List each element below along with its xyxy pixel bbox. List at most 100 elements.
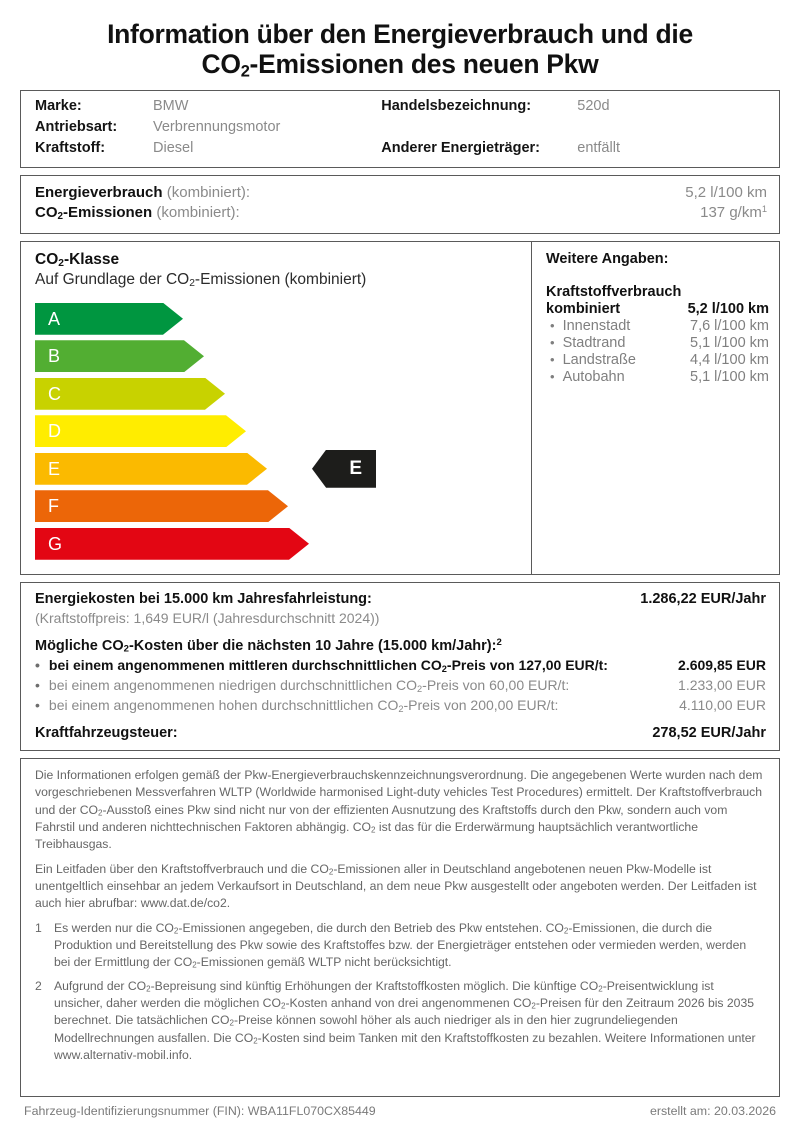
kraftstoffverbrauch-item-name: Innenstadt <box>546 318 631 334</box>
document-footer: Fahrzeug-Identifizierungsnummer (FIN): W… <box>20 1097 780 1118</box>
kraftfahrzeugsteuer-value: 278,52 EUR/Jahr <box>652 724 766 741</box>
legal-footnote-2: 2 Aufgrund der CO2-Bepreisung sind künft… <box>35 978 765 1065</box>
legal-footnote-1-number: 1 <box>35 920 42 935</box>
energiekosten-row: Energiekosten bei 15.000 km Jahresfahrle… <box>35 591 766 610</box>
co2-class-bar-letter: B <box>48 346 61 367</box>
co2-kosten-scenario: bei einem angenommenen mittleren durchsc… <box>35 657 766 674</box>
co2-class-bar-g: G <box>35 528 531 560</box>
identity-row-kraftstoff: Kraftstoff: Diesel <box>35 140 377 159</box>
co2-class-bar-shape <box>35 378 225 410</box>
identity-key-anderer-energietraeger: Anderer Energieträger: <box>381 139 540 156</box>
kraftstoffverbrauch-item: Innenstadt 7,6 l/100 km <box>546 318 769 334</box>
kraftstoffverbrauch-item-name: Landstraße <box>546 352 636 368</box>
kraftfahrzeugsteuer-row: Kraftfahrzeugsteuer: 278,52 EUR/Jahr <box>35 725 766 741</box>
vehicle-identity-table: Marke: BMW Antriebsart: Verbrennungsmoto… <box>20 89 780 168</box>
kraftstoffverbrauch-item: Stadtrand 5,1 l/100 km <box>546 335 769 351</box>
co2-class-bar-letter: D <box>48 421 61 442</box>
kraftstoffverbrauch-breakdown-list: Innenstadt 7,6 l/100 km Stadtrand 5,1 l/100… <box>546 318 769 385</box>
kraftfahrzeugsteuer-label: Kraftfahrzeugsteuer: <box>35 724 178 741</box>
co2-kosten-scenario-value: 4.110,00 EUR <box>679 697 766 714</box>
consumption-label-co2-emissionen: CO2-Emissionen (kombiniert): <box>35 203 240 222</box>
footnote-ref-2: 2 <box>496 636 502 648</box>
kraftstoffverbrauch-kombiniert-row: kombiniert 5,2 l/100 km <box>546 301 769 317</box>
identity-row-marke: Marke: BMW <box>35 98 377 117</box>
legal-paragraph-1: Die Informationen erfolgen gemäß der Pkw… <box>35 767 763 852</box>
identity-row-spacer <box>381 119 779 138</box>
kraftstoffverbrauch-item-value: 5,1 l/100 km <box>690 334 769 351</box>
identity-row-antriebsart: Antriebsart: Verbrennungsmotor <box>35 119 377 138</box>
consumption-row-co2-emissionen: CO2-Emissionen (kombiniert): 137 g/km1 <box>35 204 767 224</box>
co2-class-bar-letter: F <box>48 496 59 517</box>
legal-footnote-1: 1 Es werden nur die CO2-Emissionen angeg… <box>35 920 765 972</box>
co2-class-bar-a: A <box>35 303 531 335</box>
co2-class-bar-shape <box>35 303 183 335</box>
legal-footnote-1-text: Es werden nur die CO2-Emissionen angegeb… <box>54 920 747 970</box>
weitere-angaben-panel: Weitere Angaben: Kraftstoffverbrauch kom… <box>532 242 779 574</box>
energiekosten-value: 1.286,22 EUR/Jahr <box>640 590 766 607</box>
identity-key-kraftstoff: Kraftstoff: <box>35 139 106 156</box>
co2-class-bar-b: B <box>35 340 531 372</box>
page-title: Information über den Energieverbrauch un… <box>20 14 780 90</box>
co2-class-bar-letter: G <box>48 533 63 554</box>
identity-row-anderer-energietraeger: Anderer Energieträger: entfällt <box>381 140 779 159</box>
identity-value-kraftstoff: Diesel <box>153 139 194 156</box>
legal-paragraph-2: Ein Leitfaden über den Kraftstoffverbrau… <box>35 861 757 911</box>
vin-label: Fahrzeug-Identifizierungsnummer (FIN): W… <box>24 1104 376 1118</box>
co2-class-bar-shape <box>35 415 246 447</box>
energiekosten-label: Energiekosten bei 15.000 km Jahresfahrle… <box>35 590 372 607</box>
kraftstoffverbrauch-item-name: Autobahn <box>546 369 625 385</box>
identity-key-marke: Marke: <box>35 97 82 114</box>
kraftstoffverbrauch-heading: Kraftstoffverbrauch <box>546 283 682 300</box>
identity-value-handelsbezeichnung: 520d <box>577 97 610 114</box>
co2-class-bar-letter: C <box>48 383 61 404</box>
consumption-value-energieverbrauch: 5,2 l/100 km <box>685 183 767 201</box>
co2-class-subtitle: Auf Grundlage der CO2-Emissionen (kombin… <box>35 270 367 289</box>
co2-kosten-scenario-value: 1.233,00 EUR <box>678 677 766 694</box>
identity-column-left: Marke: BMW Antriebsart: Verbrennungsmoto… <box>21 98 377 159</box>
kraftstoffverbrauch-item-value: 7,6 l/100 km <box>690 317 769 334</box>
legal-footnote-2-number: 2 <box>35 978 42 993</box>
kraftstoffverbrauch-item: Autobahn 5,1 l/100 km <box>546 369 769 385</box>
consumption-value-co2-emissionen: 137 g/km1 <box>700 203 767 221</box>
page-title-line1: Information über den Energieverbrauch un… <box>107 19 693 49</box>
co2-kosten-scenario-value: 2.609,85 EUR <box>678 657 766 674</box>
co2-kosten-scenario-label: bei einem angenommenen niedrigen durchsc… <box>35 677 569 694</box>
footnote-ref-1: 1 <box>761 203 767 214</box>
consumption-row-energieverbrauch: Energieverbrauch (kombiniert): 5,2 l/100… <box>35 184 767 204</box>
kraftstoffverbrauch-kombiniert-label: kombiniert <box>546 300 621 317</box>
co2-class-bar-letter: E <box>48 458 61 479</box>
co2-kosten-heading: Mögliche CO2-Kosten über die nächsten 10… <box>35 636 502 655</box>
kraftstoffverbrauch-kombiniert-value: 5,2 l/100 km <box>687 300 769 317</box>
co2-kosten-scenario-label: bei einem angenommenen hohen durchschnit… <box>35 697 558 714</box>
co2-kosten-scenario: bei einem angenommenen hohen durchschnit… <box>35 697 766 714</box>
kraftstoffverbrauch-item-value: 4,4 l/100 km <box>690 351 769 368</box>
identity-key-handelsbezeichnung: Handelsbezeichnung: <box>381 97 532 114</box>
identity-row-handelsbezeichnung: Handelsbezeichnung: 520d <box>381 98 779 117</box>
consumption-summary-box: Energieverbrauch (kombiniert): 5,2 l/100… <box>20 174 780 234</box>
legal-disclaimer-panel: Die Informationen erfolgen gemäß der Pkw… <box>20 757 780 1097</box>
consumption-label-energieverbrauch: Energieverbrauch (kombiniert): <box>35 183 251 201</box>
co2-class-bar-c: C <box>35 378 531 410</box>
co2-kosten-scenario-label: bei einem angenommenen mittleren durchsc… <box>35 657 608 674</box>
co2-class-bar-shape <box>35 453 267 485</box>
identity-value-anderer-energietraeger: entfällt <box>577 139 620 156</box>
co2-class-bar-letter: A <box>48 308 61 329</box>
created-date: erstellt am: 20.03.2026 <box>649 1104 776 1118</box>
weitere-angaben-title: Weitere Angaben: <box>546 250 669 267</box>
co2-class-selected-marker: E <box>312 449 376 488</box>
co2-class-title: CO2-Klasse <box>35 250 120 269</box>
co2-class-panel: CO2-Klasse Auf Grundlage der CO2-Emissio… <box>20 240 780 575</box>
co2-class-scale: CO2-Klasse Auf Grundlage der CO2-Emissio… <box>21 241 532 574</box>
costs-panel: Energiekosten bei 15.000 km Jahresfahrle… <box>20 581 780 751</box>
kraftstoffverbrauch-item: Landstraße 4,4 l/100 km <box>546 352 769 368</box>
identity-value-marke: BMW <box>153 97 189 114</box>
identity-column-right: Handelsbezeichnung: 520d Anderer Energie… <box>377 98 779 159</box>
kraftstoffverbrauch-item-value: 5,1 l/100 km <box>690 368 769 385</box>
co2-class-bar-f: F <box>35 490 531 522</box>
co2-class-bar-shape <box>35 528 309 560</box>
co2-class-bar-d: D <box>35 415 531 447</box>
co2-kosten-scenario: bei einem angenommenen niedrigen durchsc… <box>35 677 766 694</box>
